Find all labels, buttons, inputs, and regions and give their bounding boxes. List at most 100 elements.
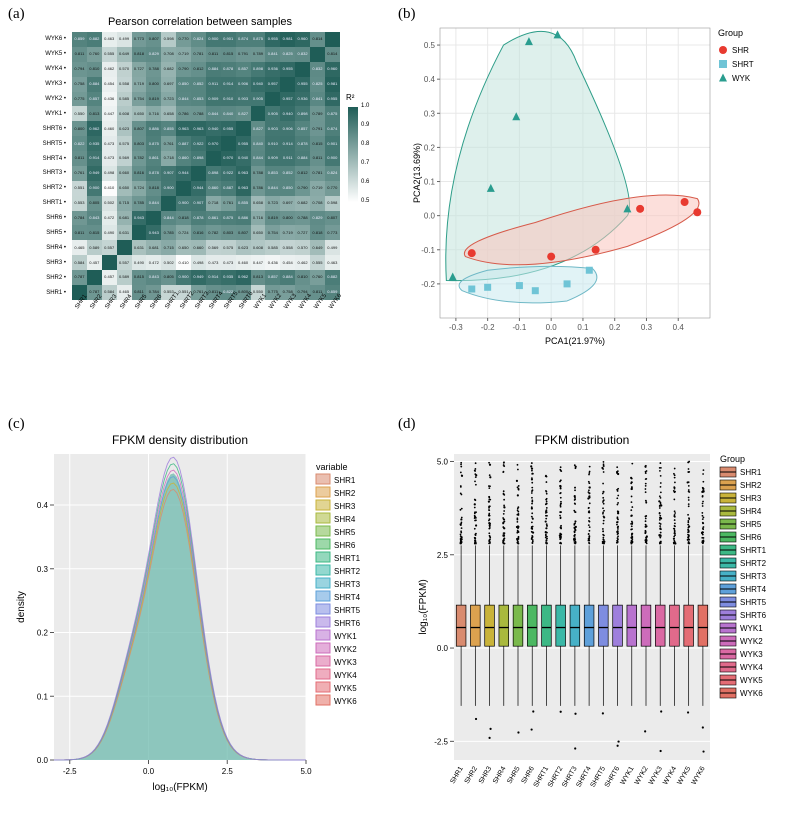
heatmap-cell: 0.723 (265, 196, 280, 211)
colorbar-tick: 0.7 (361, 160, 369, 166)
heatmap-cell: 0.589 (117, 270, 132, 285)
heatmap-cell: 0.781 (191, 47, 206, 62)
heatmap-cell: 0.811 (310, 151, 325, 166)
heatmap-cell: 0.818 (176, 211, 191, 226)
heatmap-cell: 0.761 (221, 196, 236, 211)
heatmap-cell: 0.490 (102, 225, 117, 240)
heatmap-cell: 0.775 (72, 92, 87, 107)
heatmap-cell: 0.884 (280, 270, 295, 285)
heatmap-cell: 0.681 (117, 211, 132, 226)
colorbar-title: R² (346, 93, 354, 102)
svg-text:0.0: 0.0 (37, 756, 49, 765)
heatmap-cell: 0.724 (132, 181, 147, 196)
heatmap-cell: 0.841 (265, 47, 280, 62)
heatmap-cell: 0.818 (310, 225, 325, 240)
heatmap-cell: 0.473 (102, 136, 117, 151)
svg-text:variable: variable (316, 462, 348, 472)
svg-text:0.4: 0.4 (424, 75, 436, 84)
heatmap-cell: 0.944 (191, 181, 206, 196)
heatmap-cell: 0.886 (146, 121, 161, 136)
heatmap-cell: 0.922 (191, 136, 206, 151)
svg-text:WYK1: WYK1 (334, 632, 357, 641)
heatmap-cell: 0.853 (265, 166, 280, 181)
heatmap-cell: 0.770 (176, 32, 191, 47)
heatmap-cell: 0.811 (72, 225, 87, 240)
heatmap-cell: 0.457 (87, 255, 102, 270)
heatmap-cell: 0.884 (206, 62, 221, 77)
heatmap-cell: 0.719 (280, 225, 295, 240)
heatmap-cell: 0.608 (117, 106, 132, 121)
heatmap-cell: 0.465 (72, 240, 87, 255)
heatmap-cell: 0.901 (221, 32, 236, 47)
heatmap-cell: 0.803 (132, 136, 147, 151)
heatmap-cell: 0.850 (176, 77, 191, 92)
heatmap-cell: 0.786 (176, 106, 191, 121)
heatmap-cell: 0.770 (325, 181, 340, 196)
heatmap-cell: 0.660 (117, 166, 132, 181)
heatmap-cell: 0.447 (251, 255, 266, 270)
svg-text:0.1: 0.1 (37, 692, 49, 701)
heatmap-cell: 0.943 (146, 225, 161, 240)
heatmap-cell: 0.843 (87, 211, 102, 226)
svg-text:WYK3: WYK3 (334, 658, 357, 667)
heatmap-cell: 0.598 (161, 32, 176, 47)
heatmap-cell: 0.905 (251, 92, 266, 107)
heatmap-cell: 0.472 (102, 211, 117, 226)
heatmap-cell: 0.473 (221, 255, 236, 270)
density-panel: FPKM density distribution-2.50.02.55.00.… (6, 430, 396, 810)
svg-text:-0.1: -0.1 (513, 323, 527, 332)
heatmap-cell: 0.410 (176, 255, 191, 270)
svg-text:0.1: 0.1 (577, 323, 589, 332)
heatmap-cell: 0.682 (161, 62, 176, 77)
svg-text:-2.5: -2.5 (434, 737, 448, 746)
heatmap-cell: 0.882 (87, 32, 102, 47)
heatmap-cell: 0.957 (280, 92, 295, 107)
density-plot: FPKM density distribution-2.50.02.55.00.… (6, 430, 396, 810)
heatmap-cell (87, 270, 102, 285)
heatmap-cell: 0.955 (265, 32, 280, 47)
heatmap-cell: 0.914 (87, 151, 102, 166)
heatmap-cell: 0.812 (191, 62, 206, 77)
svg-text:0.0: 0.0 (437, 644, 449, 653)
heatmap-cell: 0.907 (161, 166, 176, 181)
heatmap-cell: 0.719 (310, 181, 325, 196)
heatmap-title: Pearson correlation between samples (30, 16, 370, 28)
heatmap-cell: 0.878 (146, 166, 161, 181)
heatmap-cell: 0.791 (236, 47, 251, 62)
heatmap-cell: 0.788 (295, 211, 310, 226)
heatmap-ylabel: WYK3 • (30, 81, 66, 87)
heatmap-cell: 0.900 (161, 181, 176, 196)
heatmap-cell (251, 106, 266, 121)
heatmap-cell: 0.650 (176, 240, 191, 255)
svg-text:WYK1: WYK1 (740, 624, 763, 633)
heatmap-cell: 0.788 (251, 166, 266, 181)
svg-text:SHR4: SHR4 (492, 765, 507, 785)
svg-text:SHRT3: SHRT3 (740, 572, 767, 581)
heatmap-cell: 0.878 (221, 62, 236, 77)
heatmap-cell: 0.825 (310, 77, 325, 92)
heatmap-cell: 0.874 (325, 121, 340, 136)
heatmap-cell: 0.818 (132, 47, 147, 62)
heatmap-cell: 0.955 (295, 77, 310, 92)
heatmap-ylabel: WYK5 • (30, 51, 66, 57)
svg-text:WYK3: WYK3 (740, 650, 763, 659)
heatmap-cell: 0.557 (117, 255, 132, 270)
heatmap-ylabel: SHRT1 • (30, 200, 66, 206)
svg-text:SHRT2: SHRT2 (740, 559, 767, 568)
heatmap-cell: 0.473 (102, 151, 117, 166)
heatmap-cell: 0.824 (325, 166, 340, 181)
heatmap-cell: 0.463 (102, 32, 117, 47)
heatmap-cell: 0.502 (161, 255, 176, 270)
heatmap-cell: 0.787 (72, 270, 87, 285)
heatmap-cell: 0.909 (265, 151, 280, 166)
heatmap-cell: 0.410 (102, 181, 117, 196)
svg-text:0.0: 0.0 (143, 767, 155, 776)
heatmap-cell: 0.906 (236, 77, 251, 92)
heatmap-cell: 0.898 (191, 151, 206, 166)
heatmap-cell: 0.827 (251, 121, 266, 136)
heatmap-cell: 0.811 (206, 47, 221, 62)
heatmap-cell (146, 211, 161, 226)
heatmap-cell: 0.887 (221, 181, 236, 196)
heatmap-cell: 0.963 (176, 121, 191, 136)
svg-text:5.0: 5.0 (437, 457, 449, 466)
